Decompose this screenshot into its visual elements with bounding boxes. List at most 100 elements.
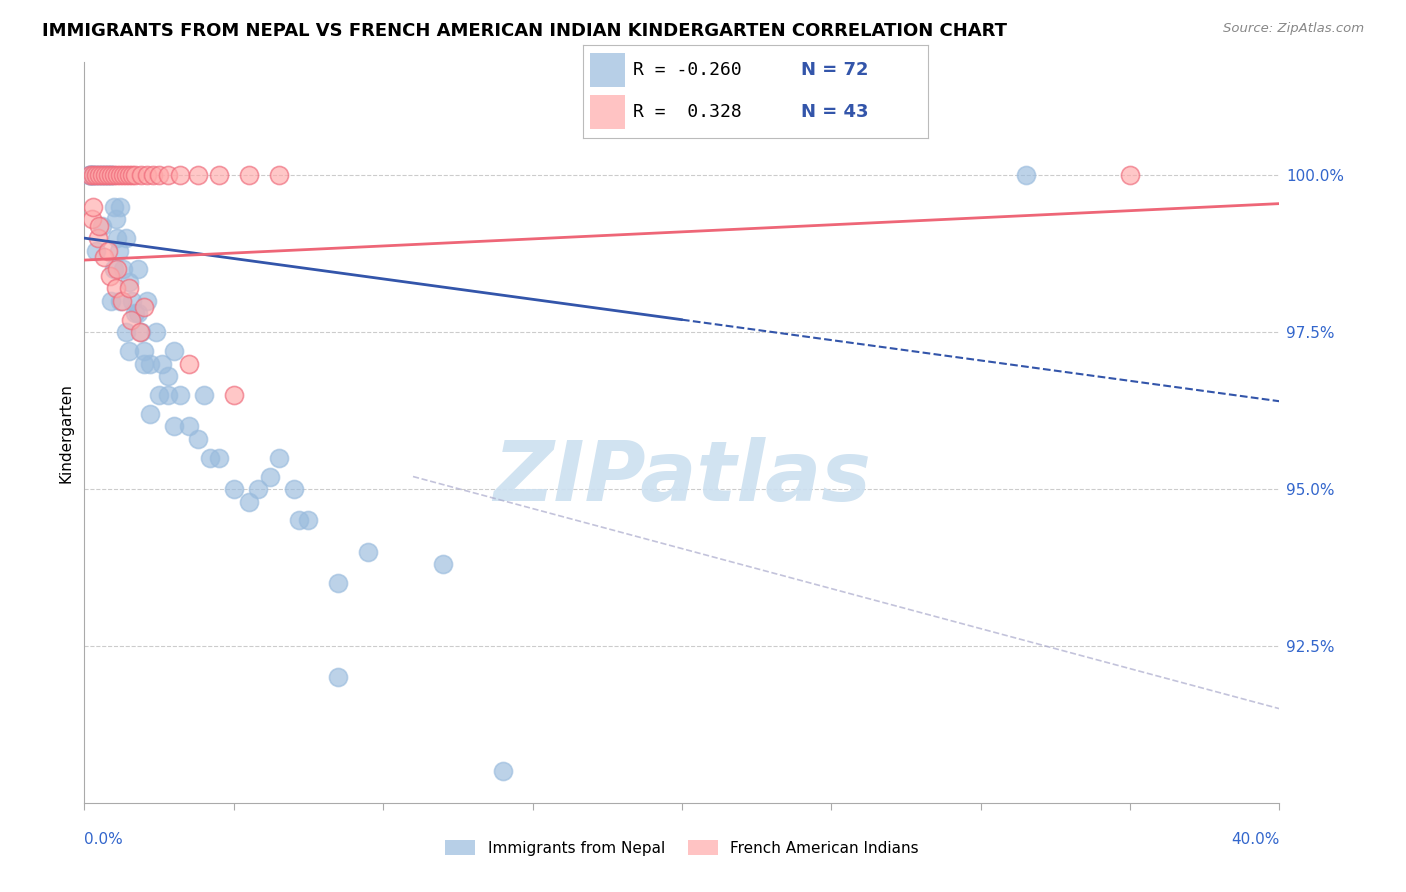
Point <box>98 169 121 183</box>
Point <box>328 670 350 684</box>
Point <box>267 450 290 465</box>
Point <box>198 450 221 465</box>
Point <box>98 268 121 283</box>
Point <box>86 244 108 258</box>
Point <box>238 494 260 508</box>
Point <box>136 293 159 308</box>
Point <box>104 281 127 295</box>
Point <box>208 450 231 465</box>
Point <box>145 325 167 339</box>
Point <box>118 169 141 183</box>
Point <box>100 293 122 308</box>
Point <box>129 325 152 339</box>
Point <box>157 169 180 183</box>
Bar <box>591 95 624 129</box>
Point <box>112 262 135 277</box>
Point <box>148 388 170 402</box>
Point <box>222 482 245 496</box>
Point <box>87 231 110 245</box>
Point <box>93 250 115 264</box>
Point <box>80 169 103 183</box>
Point <box>127 306 149 320</box>
Point <box>111 293 134 308</box>
Text: Source: ZipAtlas.com: Source: ZipAtlas.com <box>1223 22 1364 36</box>
Point <box>100 169 122 183</box>
Point <box>79 169 101 183</box>
Point <box>82 169 104 183</box>
Point <box>91 219 114 233</box>
Point <box>97 169 120 183</box>
Point <box>115 169 138 183</box>
Point <box>328 576 350 591</box>
Point <box>103 169 125 183</box>
Point <box>208 169 231 183</box>
Point <box>118 275 141 289</box>
Point <box>91 169 114 183</box>
Point <box>127 262 149 277</box>
Point <box>1119 169 1142 183</box>
Point <box>163 419 186 434</box>
Point <box>121 169 143 183</box>
Point <box>124 306 146 320</box>
Point <box>177 357 200 371</box>
Point <box>80 169 103 183</box>
Point <box>115 325 138 339</box>
Text: R =  0.328: R = 0.328 <box>634 103 742 121</box>
Point <box>187 432 209 446</box>
Text: ZIPatlas: ZIPatlas <box>494 436 870 517</box>
Point <box>432 558 454 572</box>
Point <box>177 419 200 434</box>
Point <box>120 312 142 326</box>
Point <box>91 169 114 183</box>
Point <box>105 262 128 277</box>
Point <box>142 169 165 183</box>
Point <box>129 169 152 183</box>
Point <box>77 169 100 183</box>
Point <box>96 169 118 183</box>
Point <box>107 244 129 258</box>
Text: IMMIGRANTS FROM NEPAL VS FRENCH AMERICAN INDIAN KINDERGARTEN CORRELATION CHART: IMMIGRANTS FROM NEPAL VS FRENCH AMERICAN… <box>42 22 1007 40</box>
Text: N = 72: N = 72 <box>800 61 868 78</box>
Point <box>132 357 156 371</box>
Point <box>82 200 104 214</box>
Bar <box>591 53 624 87</box>
Point <box>118 281 141 295</box>
Point <box>124 169 146 183</box>
Point <box>297 513 319 527</box>
Point <box>94 169 117 183</box>
Point <box>101 169 124 183</box>
Point <box>136 169 159 183</box>
Point <box>492 764 515 779</box>
Text: N = 43: N = 43 <box>800 103 868 121</box>
Point <box>82 169 104 183</box>
Point <box>169 169 191 183</box>
Point <box>110 293 132 308</box>
Point <box>118 344 141 359</box>
Point <box>93 169 115 183</box>
Point <box>110 200 132 214</box>
Point <box>357 545 380 559</box>
Text: 40.0%: 40.0% <box>1232 832 1279 847</box>
Point <box>157 388 180 402</box>
Point <box>267 169 290 183</box>
Point <box>187 169 209 183</box>
Point <box>105 169 128 183</box>
Point <box>103 262 125 277</box>
Point <box>193 388 215 402</box>
Point <box>79 169 101 183</box>
Point <box>104 212 127 227</box>
Point <box>86 169 108 183</box>
Point <box>97 169 120 183</box>
Point <box>105 231 128 245</box>
Y-axis label: Kindergarten: Kindergarten <box>58 383 73 483</box>
Point <box>150 357 173 371</box>
Point <box>89 169 111 183</box>
Point <box>115 231 138 245</box>
Point <box>86 169 108 183</box>
Text: R = -0.260: R = -0.260 <box>634 61 742 78</box>
Point <box>100 169 122 183</box>
Point <box>238 169 260 183</box>
Point <box>79 169 101 183</box>
Point <box>90 169 112 183</box>
Point <box>283 482 305 496</box>
